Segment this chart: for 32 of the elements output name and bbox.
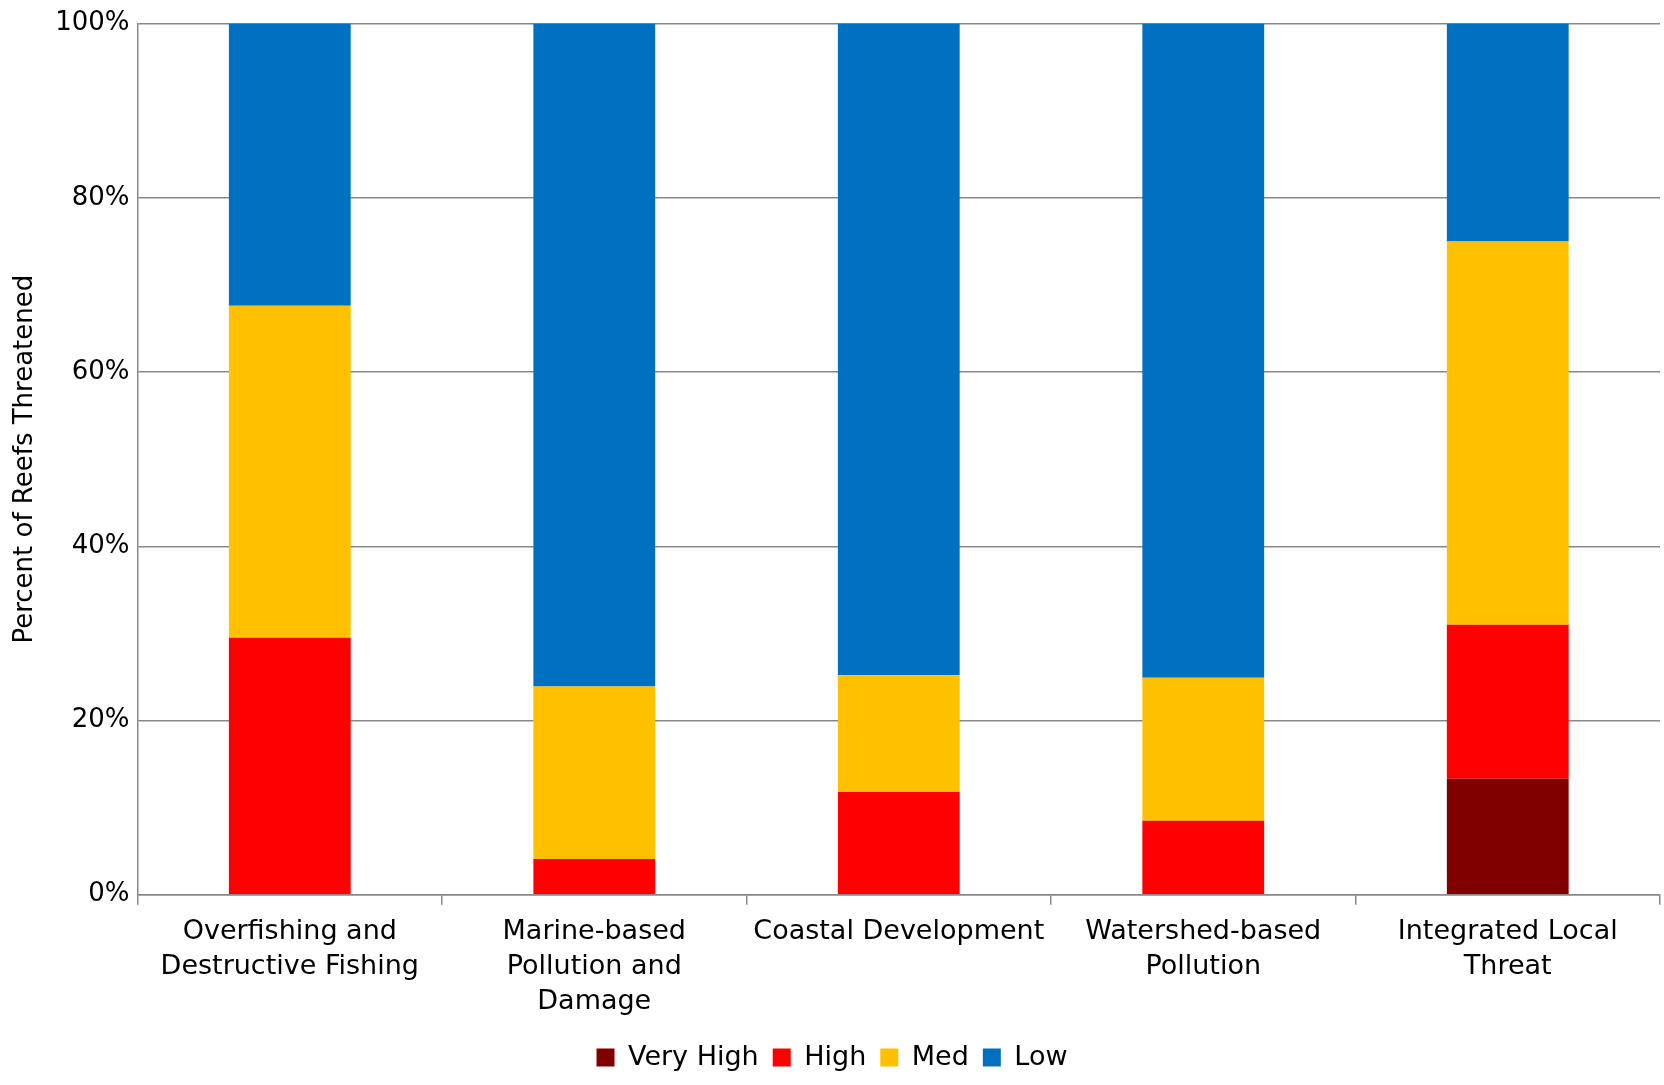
bar (837, 675, 960, 792)
bar (1446, 241, 1569, 625)
bar (837, 23, 960, 676)
bar (533, 858, 656, 894)
y-tick-label: 60% (71, 354, 130, 385)
y-tick-label: 0% (88, 877, 130, 908)
y-tick-label: 100% (55, 6, 130, 37)
legend-label: Low (1014, 1039, 1068, 1071)
bar (228, 637, 351, 894)
legend-label: Med (911, 1039, 969, 1071)
bar (837, 791, 960, 894)
x-tick-label: Integrated Local Threat (1397, 914, 1618, 981)
bar (228, 305, 351, 638)
y-tick-label: 40% (71, 529, 130, 560)
x-tick-label: Coastal Development (753, 914, 1045, 946)
x-tick-label: Overfishing and Destructive Fishing (160, 914, 419, 981)
legend-label: Very High (628, 1039, 759, 1071)
legend-label: High (804, 1039, 867, 1071)
bar (1142, 820, 1265, 894)
x-tick-label: Watershed-based Pollution (1085, 914, 1322, 981)
y-tick-label: 80% (71, 180, 130, 211)
bar (533, 686, 656, 859)
bar (228, 23, 351, 306)
y-axis-title: Percent of Reefs Threatened (8, 274, 39, 644)
x-tick-label: Marine-based Pollution and Damage (502, 914, 686, 1016)
bar (533, 23, 656, 687)
bar (1446, 624, 1569, 779)
bar (1142, 23, 1265, 678)
y-tick-label: 20% (71, 703, 130, 734)
bar (1446, 778, 1569, 894)
bar (1142, 677, 1265, 821)
bar (1446, 23, 1569, 242)
